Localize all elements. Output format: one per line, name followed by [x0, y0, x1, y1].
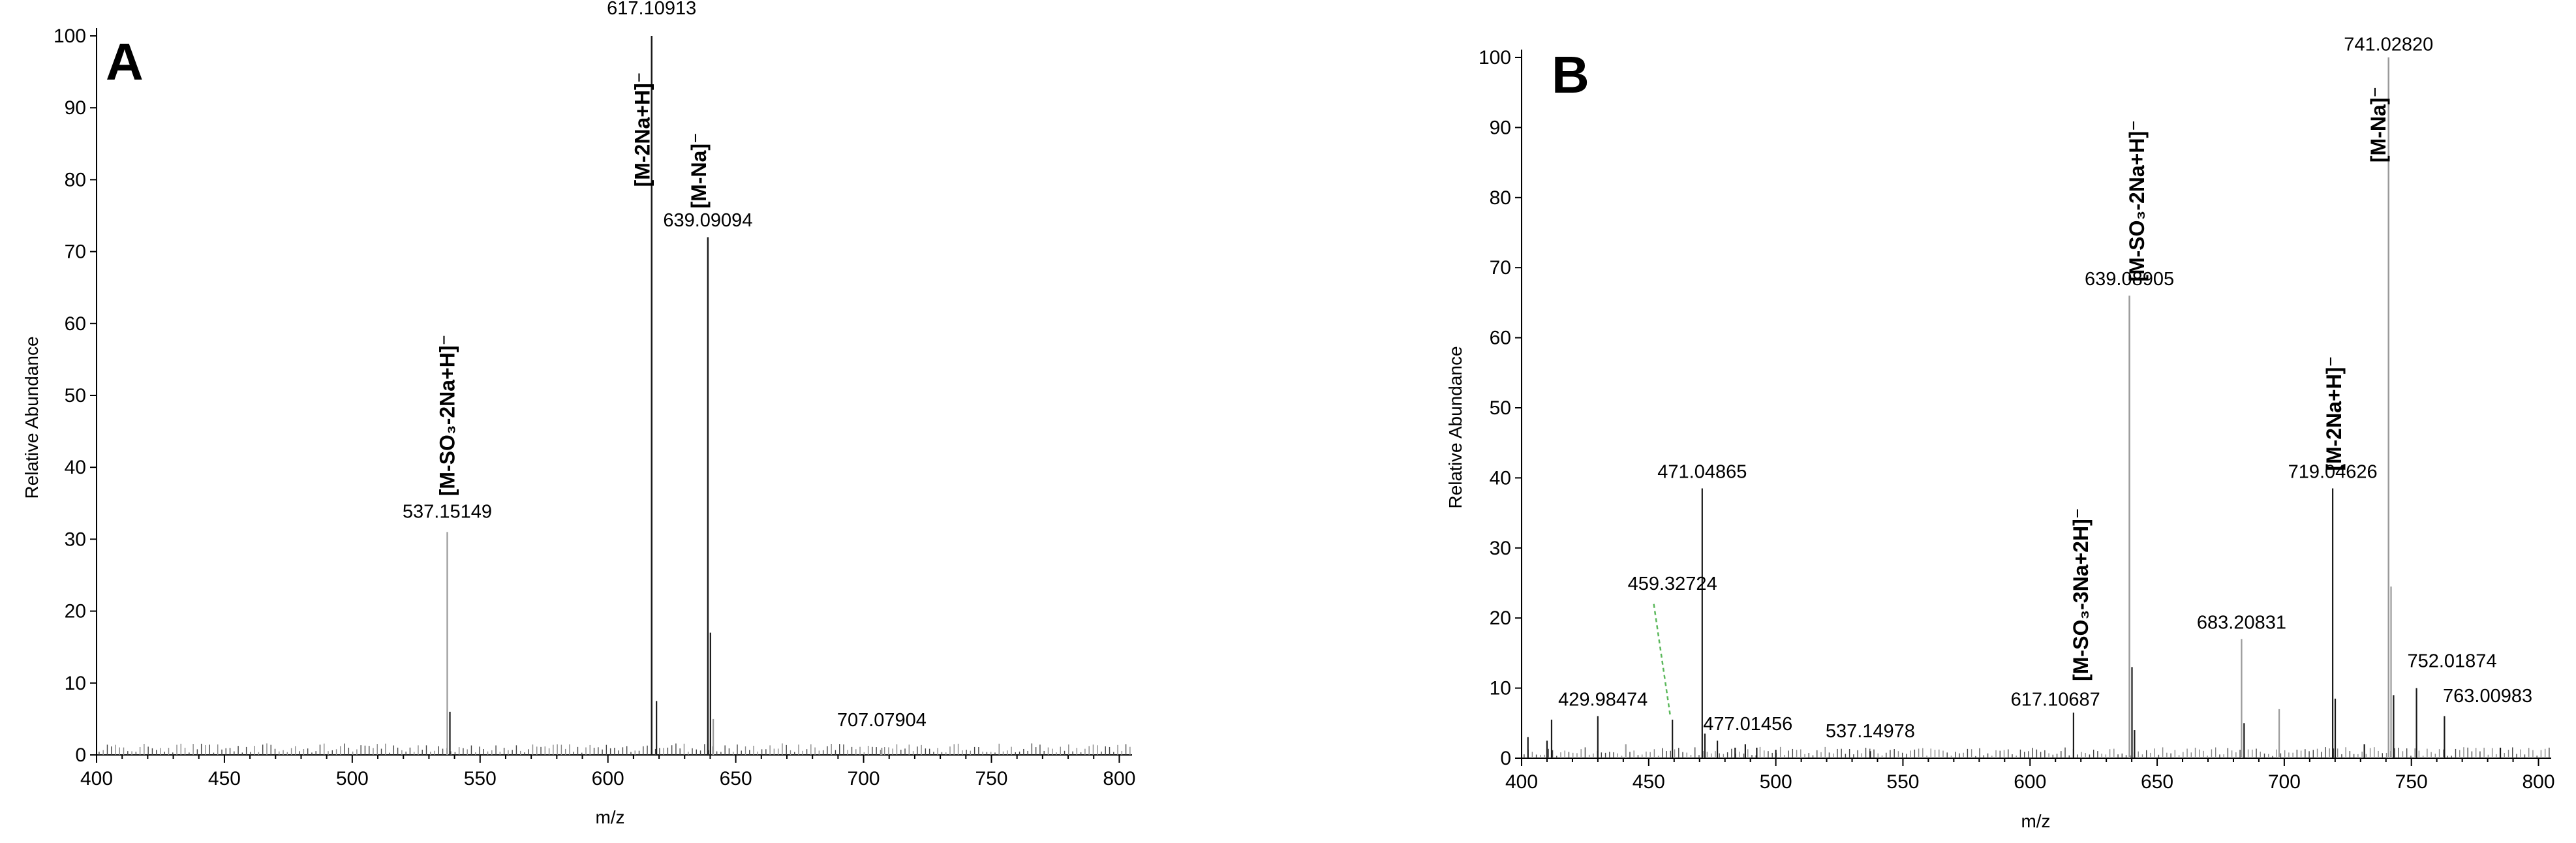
y-tick-label: 50 [1490, 397, 1511, 419]
y-tick-label: 90 [65, 97, 86, 119]
y-tick-label: 10 [1490, 678, 1511, 699]
peak-mz-label: 477.01456 [1703, 714, 1792, 735]
y-tick-label: 30 [1490, 538, 1511, 559]
panel-letter-a: A [106, 33, 144, 91]
panel-letter-b: B [1552, 46, 1589, 104]
y-axis-title-b: Relative Abundance [1445, 346, 1465, 508]
y-tick-label: 60 [1490, 328, 1511, 349]
x-tick-label: 500 [1760, 771, 1792, 793]
y-tick-label: 100 [54, 25, 86, 47]
spectrum-panel-b: B 0 10 20 30 40 50 60 70 80 90 100 400 450 500 550 600 6… [1445, 34, 2555, 831]
y-tick-label: 70 [1490, 257, 1511, 279]
x-tick-label: 400 [1505, 771, 1538, 793]
peak-mz-label: 639.08905 [2085, 269, 2174, 290]
x-tick-label: 550 [464, 768, 497, 789]
ion-annotation-label: [M-2Na+H]⁻ [2322, 356, 2346, 471]
x-axis-title-a: m/z [595, 807, 624, 827]
y-tick-label: 70 [65, 241, 86, 263]
x-tick-label: 600 [2014, 771, 2046, 793]
x-tick-label: 800 [2522, 771, 2554, 793]
x-tick-label: 750 [975, 768, 1007, 789]
peak-mz-label: 471.04865 [1657, 461, 1747, 482]
x-tick-label: 450 [208, 768, 241, 789]
peak-mz-label: 639.09094 [663, 210, 752, 231]
peak-mz-label: 537.15149 [403, 501, 492, 522]
y-tick-label: 20 [1490, 607, 1511, 629]
ion-annotation-label: [M-Na]⁻ [687, 132, 711, 208]
x-tick-label: 650 [720, 768, 752, 789]
y-tick-label: 0 [75, 744, 86, 766]
spectrum-panel-a: A 0 10 20 30 40 50 60 70 80 90 100 400 450 500 550 600 6… [22, 0, 1135, 827]
x-axis-title-b: m/z [2021, 811, 2050, 831]
peak-mz-label: 763.00983 [2443, 686, 2532, 707]
x-tick-label: 550 [1886, 771, 1919, 793]
peak-mz-label: 719.04626 [2288, 461, 2378, 482]
y-tick-label: 90 [1490, 117, 1511, 138]
y-tick-label: 50 [65, 385, 86, 406]
y-tick-label: 0 [1500, 748, 1511, 769]
x-tick-label: 650 [2141, 771, 2173, 793]
x-tick-label: 600 [592, 768, 624, 789]
peak-mz-label: 537.14978 [1826, 721, 1915, 742]
x-tick-label: 700 [848, 768, 880, 789]
x-tick-label: 400 [80, 768, 113, 789]
peak-mz-label: 617.10687 [2011, 689, 2100, 710]
y-tick-label: 40 [1490, 467, 1511, 489]
peak-mz-label: 683.20831 [2197, 612, 2286, 633]
y-tick-label: 10 [65, 673, 86, 694]
peak-mz-label: 459.32724 [1628, 574, 1717, 594]
leader-line [1653, 604, 1672, 716]
y-tick-label: 30 [65, 529, 86, 550]
y-tick-label: 100 [1479, 47, 1511, 69]
peak-mz-label: 752.01874 [2407, 651, 2496, 671]
x-tick-label: 500 [336, 768, 369, 789]
peak-mz-label: 741.02820 [2344, 34, 2433, 55]
x-tick-label: 750 [2395, 771, 2428, 793]
ion-annotation-label: [M-Na]⁻ [2367, 87, 2390, 162]
y-tick-label: 80 [1490, 187, 1511, 209]
ion-annotation-label: [M-SO₃-2Na+H]⁻ [435, 335, 459, 497]
y-tick-label: 60 [65, 313, 86, 335]
y-axis-title-a: Relative Abundance [22, 336, 42, 498]
y-tick-label: 40 [65, 457, 86, 478]
x-tick-label: 700 [2268, 771, 2301, 793]
peak-mz-label: 707.07904 [837, 710, 927, 731]
peak-mz-label: 429.98474 [1558, 689, 1648, 710]
y-tick-label: 20 [65, 601, 86, 622]
y-tick-label: 80 [65, 169, 86, 191]
ion-annotation-label: [M-2Na+H]⁻ [631, 72, 654, 187]
ion-annotation-label: [M-SO₃-3Na+2H]⁻ [2069, 508, 2093, 681]
x-tick-label: 450 [1633, 771, 1665, 793]
x-tick-label: 800 [1103, 768, 1135, 789]
ion-annotation-label: [M-SO₃-2Na+H]⁻ [2125, 120, 2149, 282]
peak-mz-label: 617.10913 [607, 0, 696, 19]
